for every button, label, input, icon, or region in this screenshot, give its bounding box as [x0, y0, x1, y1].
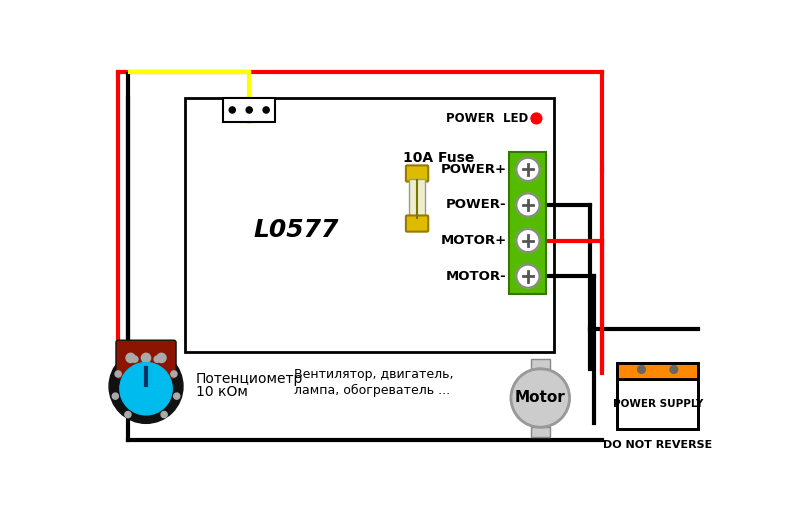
Circle shape [246, 107, 252, 113]
Circle shape [125, 412, 131, 418]
FancyBboxPatch shape [617, 379, 698, 429]
Circle shape [126, 353, 135, 363]
Circle shape [229, 107, 235, 113]
Circle shape [157, 353, 166, 363]
FancyBboxPatch shape [409, 179, 425, 217]
Text: POWER SUPPLY: POWER SUPPLY [613, 398, 703, 409]
Text: DO NOT REVERSE: DO NOT REVERSE [603, 439, 712, 449]
Circle shape [132, 356, 138, 362]
Circle shape [142, 353, 150, 363]
Text: Потенциометр: Потенциометр [196, 372, 304, 386]
Circle shape [112, 393, 118, 399]
Circle shape [670, 365, 677, 373]
Text: Motor: Motor [515, 391, 565, 405]
Circle shape [638, 365, 646, 373]
Circle shape [511, 369, 569, 427]
FancyBboxPatch shape [617, 363, 698, 379]
FancyBboxPatch shape [116, 340, 176, 380]
Circle shape [154, 356, 161, 362]
Text: POWER  LED: POWER LED [447, 112, 529, 125]
Text: MOTOR-: MOTOR- [446, 270, 506, 282]
Text: 10A Fuse: 10A Fuse [403, 151, 475, 165]
Text: POWER+: POWER+ [440, 163, 506, 176]
Circle shape [161, 412, 167, 418]
Text: MOTOR+: MOTOR+ [440, 234, 506, 247]
Circle shape [531, 113, 542, 124]
Circle shape [517, 265, 540, 288]
Circle shape [120, 363, 173, 415]
Circle shape [517, 193, 540, 216]
Circle shape [115, 371, 121, 377]
Circle shape [171, 371, 177, 377]
Text: POWER-: POWER- [446, 198, 506, 212]
FancyBboxPatch shape [510, 152, 546, 294]
FancyBboxPatch shape [184, 98, 554, 352]
Circle shape [517, 158, 540, 181]
Circle shape [517, 229, 540, 252]
Text: 10 кОм: 10 кОм [196, 385, 248, 399]
Text: Вентилятор, двигатель,: Вентилятор, двигатель, [294, 369, 453, 381]
Text: лампа, обогреватель ...: лампа, обогреватель ... [294, 384, 450, 397]
FancyBboxPatch shape [406, 165, 429, 182]
Circle shape [109, 350, 183, 423]
FancyBboxPatch shape [531, 360, 549, 370]
Circle shape [263, 107, 270, 113]
FancyBboxPatch shape [531, 427, 549, 437]
FancyBboxPatch shape [406, 215, 429, 232]
Text: L0577: L0577 [254, 218, 339, 242]
FancyBboxPatch shape [223, 98, 275, 122]
Circle shape [173, 393, 180, 399]
